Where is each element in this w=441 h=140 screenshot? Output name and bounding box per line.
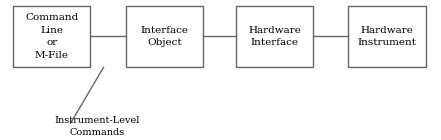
FancyBboxPatch shape (348, 6, 426, 67)
FancyBboxPatch shape (236, 6, 313, 67)
FancyBboxPatch shape (13, 6, 90, 67)
Text: Hardware
Interface: Hardware Interface (248, 26, 301, 47)
Text: Instrument-Level
Commands: Instrument-Level Commands (54, 116, 140, 137)
Text: Command
Line
or
M-File: Command Line or M-File (25, 13, 78, 60)
Text: Hardware
Instrument: Hardware Instrument (358, 26, 416, 47)
Text: Interface
Object: Interface Object (140, 26, 188, 47)
FancyBboxPatch shape (126, 6, 203, 67)
